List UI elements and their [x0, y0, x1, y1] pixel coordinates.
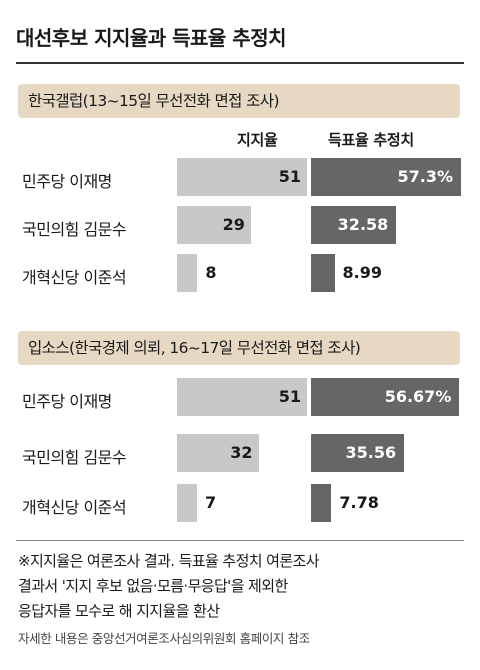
vote-estimate-value-label: 8.99 — [342, 263, 383, 282]
vote-estimate-bar — [311, 378, 460, 416]
vote-estimate-value-label: 32.58 — [337, 215, 389, 234]
note-line-2: 결과서 '지지 후보 없음·모름·무응답'을 제외한 — [18, 577, 288, 595]
support-bar — [177, 158, 307, 196]
support-bar — [177, 434, 259, 472]
source-note: 자세한 내용은 중앙선거여론조사심의위원회 홈페이지 참조 — [18, 631, 310, 646]
notes-divider — [16, 540, 464, 541]
vote-estimate-value-label: 57.3% — [397, 167, 453, 186]
vote-estimate-bar — [311, 158, 461, 196]
chart-title: 대선후보 지지율과 득표율 추정치 — [16, 26, 287, 50]
note-line-3: 응답자를 모수로 해 지지율을 환산 — [18, 602, 220, 620]
vote-estimate-value-label: 56.67% — [384, 387, 452, 406]
support-value-label: 8 — [205, 263, 217, 282]
survey-banner-ipsos: 입소스(한국경제 의뢰, 16~17일 무선전화 면접 조사) — [18, 331, 460, 365]
column-header-vote-estimate: 득표율 추정치 — [328, 131, 414, 149]
support-bar — [177, 378, 307, 416]
vote-estimate-bar — [311, 484, 332, 522]
survey-banner-gallup: 한국갤럽(13~15일 무선전화 면접 조사) — [18, 84, 460, 118]
support-value-label: 29 — [222, 215, 245, 234]
vote-estimate-bar — [311, 206, 397, 244]
candidate-label: 개혁신당 이준석 — [22, 268, 127, 287]
support-bar — [177, 484, 197, 522]
support-bar — [177, 254, 198, 292]
vote-estimate-bar — [311, 254, 335, 292]
support-value-label: 7 — [205, 493, 217, 512]
column-header-support: 지지율 — [237, 131, 278, 149]
support-value-label: 51 — [278, 387, 301, 406]
vote-estimate-value-label: 35.56 — [345, 443, 397, 462]
note-line-1: ※지지율은 여론조사 결과. 득표율 추정치 여론조사 — [18, 552, 320, 570]
vote-estimate-value-label: 7.78 — [339, 493, 379, 512]
candidate-label: 국민의힘 김문수 — [22, 220, 127, 239]
vote-estimate-bar — [311, 434, 405, 472]
candidate-label: 민주당 이재명 — [22, 172, 112, 191]
candidate-label: 개혁신당 이준석 — [22, 498, 127, 517]
support-value-label: 51 — [278, 167, 301, 186]
support-bar — [177, 206, 251, 244]
support-value-label: 32 — [230, 443, 253, 462]
title-divider — [16, 62, 464, 64]
candidate-label: 국민의힘 김문수 — [22, 448, 127, 467]
candidate-label: 민주당 이재명 — [22, 392, 112, 411]
